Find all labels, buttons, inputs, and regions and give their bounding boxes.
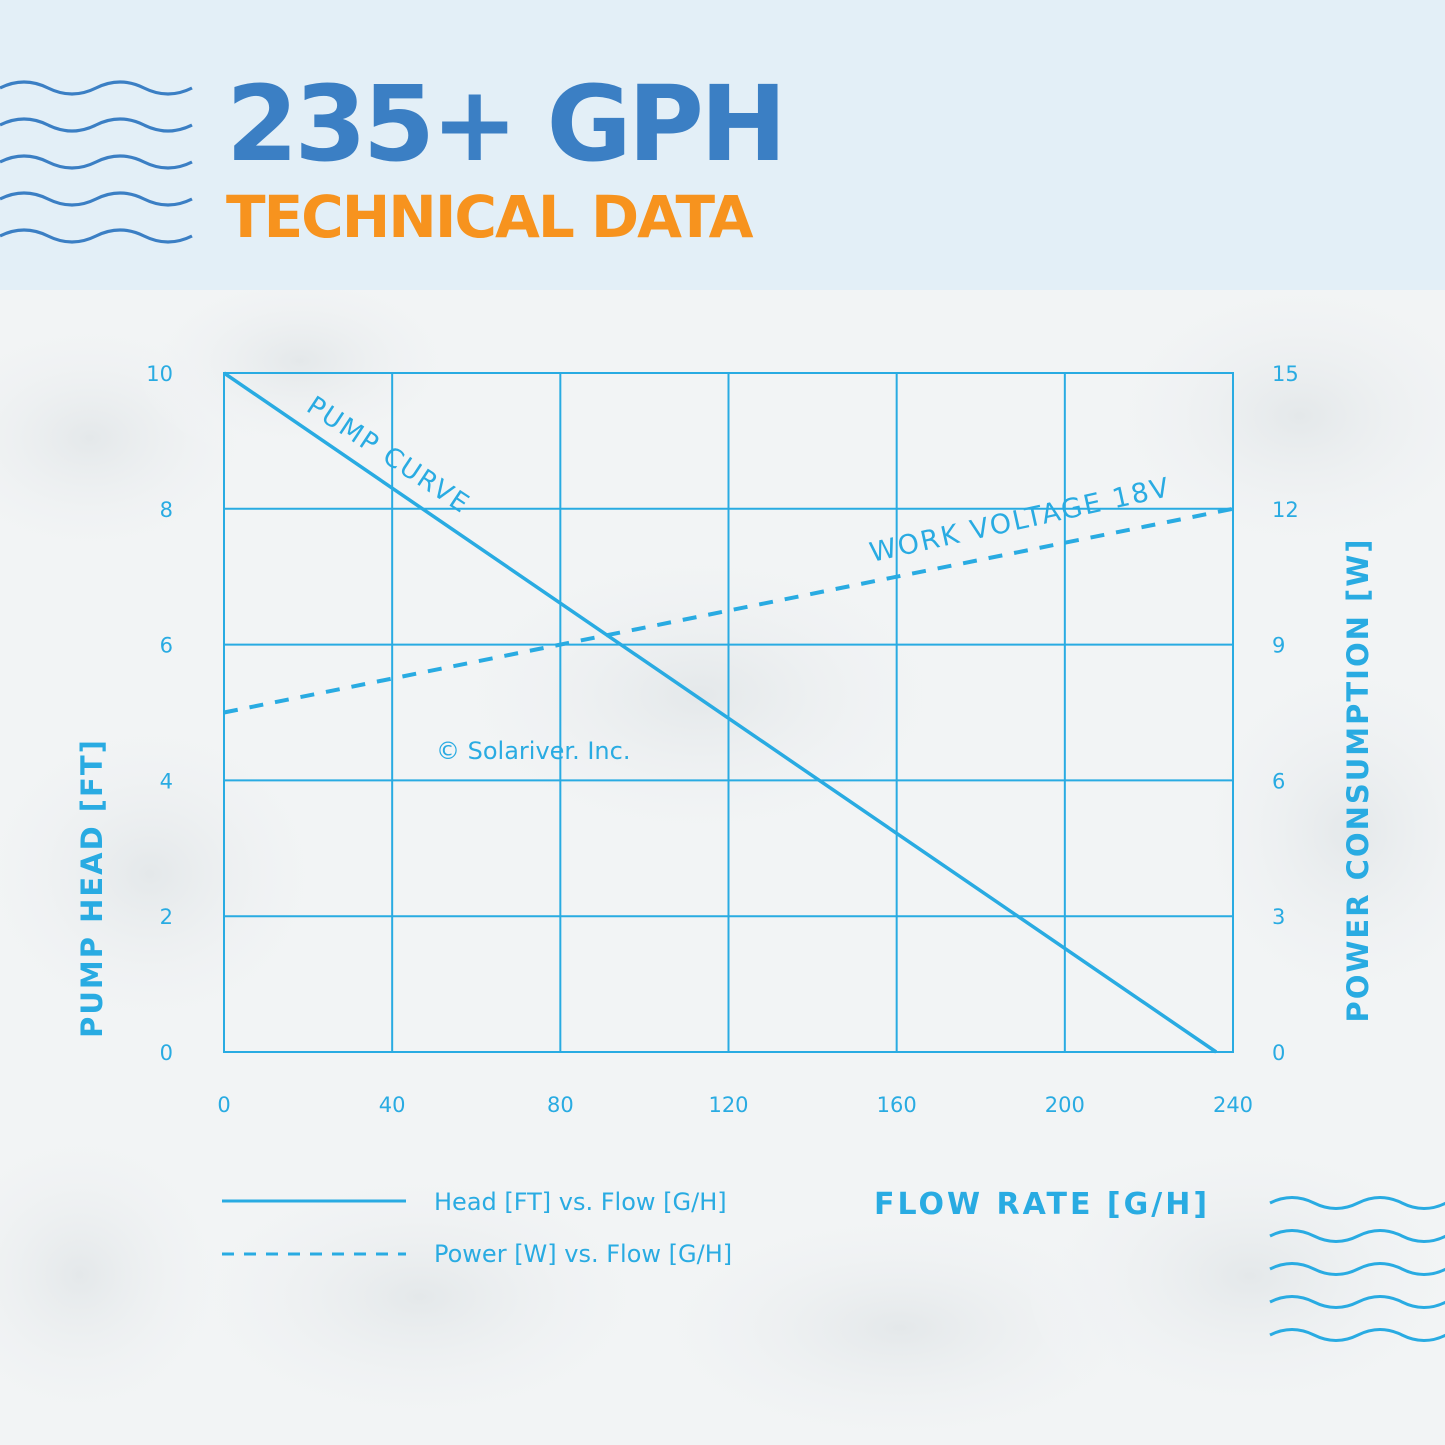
y-tick-label: 4 [160,769,173,793]
y-tick-label: 2 [160,905,173,929]
y2-tick-label: 0 [1272,1041,1285,1065]
header-banner: 235+ GPH TECHNICAL DATA [0,0,1445,290]
x-tick-label: 240 [1213,1093,1253,1117]
x-tick-label: 160 [877,1093,917,1117]
y-axis-label: PUMP HEAD [FT] [75,738,109,1038]
rocky-background [0,290,1445,1445]
legend-label-power: Power [W] vs. Flow [G/H] [434,1240,732,1268]
y-tick-label: 8 [160,498,173,522]
wave-lines-icon [0,80,193,244]
page-subtitle: TECHNICAL DATA [226,183,753,251]
y2-tick-label: 6 [1272,769,1285,793]
x-tick-label: 200 [1045,1093,1085,1117]
x-tick-label: 120 [708,1093,748,1117]
y2-tick-label: 15 [1272,362,1299,386]
x-tick-label: 0 [217,1093,230,1117]
wave-lines-icon [1269,1196,1445,1342]
work-voltage-annotation: WORK VOLTAGE 18V [867,472,1174,569]
y2-tick-label: 3 [1272,905,1285,929]
x-axis-label: FLOW RATE [G/H] [874,1187,1210,1222]
y-tick-label: 6 [160,634,173,658]
pump-curve-annotation: PUMP CURVE [301,391,475,520]
y-tick-label: 0 [160,1041,173,1065]
y2-tick-label: 9 [1272,634,1285,658]
y2-tick-label: 12 [1272,498,1299,522]
x-tick-label: 40 [379,1093,406,1117]
x-tick-label: 80 [547,1093,574,1117]
page-title: 235+ GPH [226,63,787,185]
chart-legend: Head [FT] vs. Flow [G/H] Power [W] vs. F… [222,1188,732,1268]
legend-label-head: Head [FT] vs. Flow [G/H] [434,1188,727,1216]
y-tick-label: 10 [146,362,173,386]
series-line-head [223,371,1218,1054]
copyright-note: © Solariver. Inc. [436,737,630,765]
y2-axis-label: POWER CONSUMPTION [W] [1341,538,1375,1023]
